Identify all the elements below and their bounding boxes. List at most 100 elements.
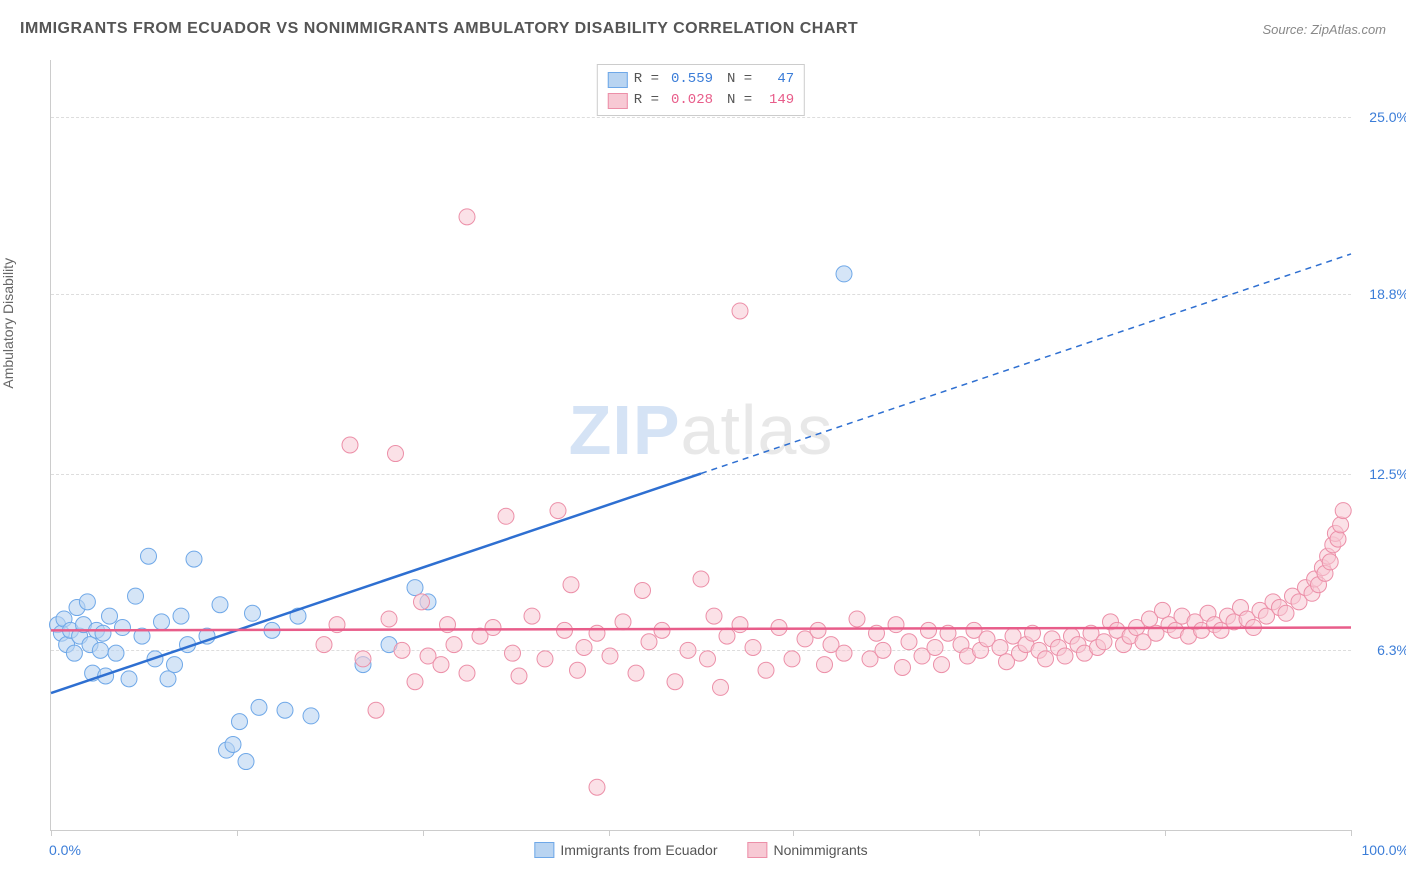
scatter-point xyxy=(1096,634,1112,650)
scatter-point xyxy=(251,699,267,715)
legend-r-value: 0.559 xyxy=(665,69,713,90)
x-tick xyxy=(51,830,52,836)
legend-n-value: 47 xyxy=(758,69,794,90)
scatter-point xyxy=(446,637,462,653)
scatter-point xyxy=(511,668,527,684)
scatter-point xyxy=(459,665,475,681)
scatter-point xyxy=(602,648,618,664)
legend-r-value: 0.028 xyxy=(665,90,713,111)
scatter-point xyxy=(459,209,475,225)
trend-line-extrapolated xyxy=(701,254,1351,474)
legend-swatch xyxy=(608,93,628,109)
scatter-point xyxy=(388,446,404,462)
x-max-label: 100.0% xyxy=(1362,842,1406,858)
legend-swatch xyxy=(534,842,554,858)
scatter-point xyxy=(154,614,170,630)
x-min-label: 0.0% xyxy=(49,842,81,858)
scatter-point xyxy=(992,639,1008,655)
scatter-point xyxy=(102,608,118,624)
scatter-point xyxy=(225,736,241,752)
scatter-point xyxy=(505,645,521,661)
scatter-point xyxy=(355,651,371,667)
scatter-point xyxy=(108,645,124,661)
scatter-point xyxy=(537,651,553,667)
scatter-point xyxy=(895,659,911,675)
scatter-point xyxy=(167,657,183,673)
y-tick-label: 18.8% xyxy=(1369,286,1406,302)
plot-area: ZIPatlas 6.3%12.5%18.8%25.0% R =0.559N =… xyxy=(50,60,1351,831)
legend-row: R =0.559N =47 xyxy=(608,69,794,90)
scatter-point xyxy=(589,779,605,795)
scatter-point xyxy=(732,303,748,319)
legend-n-value: 149 xyxy=(758,90,794,111)
legend-bottom-item: Nonimmigrants xyxy=(748,842,868,858)
scatter-point xyxy=(407,674,423,690)
scatter-point xyxy=(1057,648,1073,664)
scatter-point xyxy=(186,551,202,567)
scatter-point xyxy=(654,622,670,638)
x-tick xyxy=(423,830,424,836)
x-tick xyxy=(237,830,238,836)
scatter-point xyxy=(160,671,176,687)
legend-bottom-item: Immigrants from Ecuador xyxy=(534,842,717,858)
scatter-point xyxy=(888,617,904,633)
scatter-point xyxy=(277,702,293,718)
scatter-point xyxy=(1155,602,1171,618)
scatter-point xyxy=(1278,605,1294,621)
scatter-point xyxy=(817,657,833,673)
scatter-point xyxy=(693,571,709,587)
scatter-point xyxy=(706,608,722,624)
legend-bottom: Immigrants from Ecuador Nonimmigrants xyxy=(534,842,867,858)
scatter-point xyxy=(927,639,943,655)
scatter-point xyxy=(836,266,852,282)
source-label: Source: ZipAtlas.com xyxy=(1262,22,1386,37)
scatter-point xyxy=(79,594,95,610)
y-tick-label: 12.5% xyxy=(1369,466,1406,482)
x-tick xyxy=(1351,830,1352,836)
scatter-point xyxy=(115,620,131,636)
scatter-point xyxy=(381,611,397,627)
scatter-point xyxy=(407,580,423,596)
scatter-point xyxy=(732,617,748,633)
chart-svg xyxy=(51,60,1351,830)
scatter-point xyxy=(316,637,332,653)
scatter-point xyxy=(414,594,430,610)
scatter-point xyxy=(92,642,108,658)
scatter-point xyxy=(563,577,579,593)
scatter-point xyxy=(485,620,501,636)
scatter-point xyxy=(173,608,189,624)
scatter-point xyxy=(121,671,137,687)
scatter-point xyxy=(836,645,852,661)
scatter-point xyxy=(849,611,865,627)
scatter-point xyxy=(394,642,410,658)
scatter-point xyxy=(719,628,735,644)
legend-row: R =0.028N =149 xyxy=(608,90,794,111)
x-tick xyxy=(793,830,794,836)
scatter-point xyxy=(1038,651,1054,667)
scatter-point xyxy=(66,645,82,661)
scatter-point xyxy=(934,657,950,673)
scatter-point xyxy=(784,651,800,667)
x-tick xyxy=(1165,830,1166,836)
scatter-point xyxy=(589,625,605,641)
y-tick-label: 6.3% xyxy=(1377,642,1406,658)
x-tick xyxy=(609,830,610,836)
scatter-point xyxy=(212,597,228,613)
legend-series-name: Nonimmigrants xyxy=(774,842,868,858)
scatter-point xyxy=(745,639,761,655)
scatter-point xyxy=(128,588,144,604)
scatter-point xyxy=(95,625,111,641)
scatter-point xyxy=(700,651,716,667)
y-axis-label: Ambulatory Disability xyxy=(0,258,16,389)
scatter-point xyxy=(141,548,157,564)
scatter-point xyxy=(576,639,592,655)
scatter-point xyxy=(713,679,729,695)
scatter-point xyxy=(238,754,254,770)
scatter-point xyxy=(615,614,631,630)
chart-title: IMMIGRANTS FROM ECUADOR VS NONIMMIGRANTS… xyxy=(20,20,858,38)
scatter-point xyxy=(550,503,566,519)
scatter-point xyxy=(498,508,514,524)
header: IMMIGRANTS FROM ECUADOR VS NONIMMIGRANTS… xyxy=(20,20,1386,38)
scatter-point xyxy=(921,622,937,638)
scatter-point xyxy=(232,714,248,730)
